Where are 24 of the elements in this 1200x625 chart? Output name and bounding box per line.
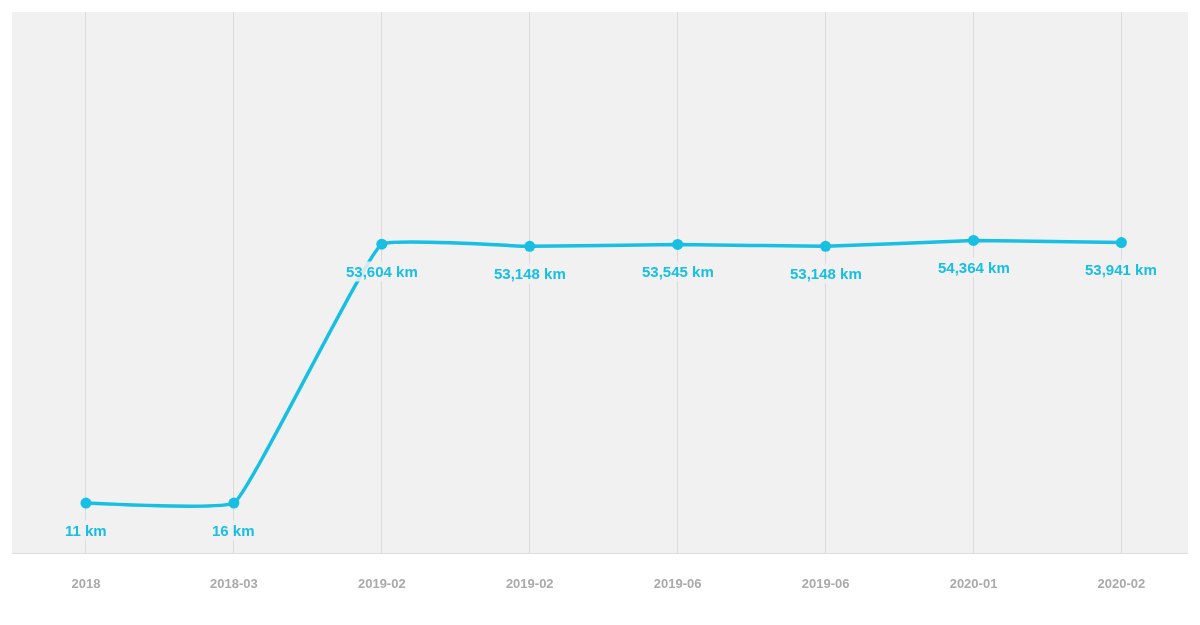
x-tick-label: 2019-06 — [801, 575, 850, 591]
data-label: 16 km — [212, 522, 255, 539]
data-label: 53,148 km — [494, 265, 566, 282]
x-tick-label: 2019-02 — [357, 575, 406, 591]
x-tick-label: 2018 — [71, 575, 101, 591]
point — [672, 238, 684, 250]
point — [376, 238, 388, 250]
data-label: 11 km — [65, 522, 107, 539]
data-label: 53,148 km — [790, 265, 862, 282]
x-tick-label: 2020-01 — [949, 575, 998, 591]
data-label: 53,941 km — [1085, 261, 1157, 278]
point — [820, 240, 832, 252]
x-tick-label: 2019-02 — [505, 575, 554, 591]
point — [1115, 237, 1127, 249]
point — [228, 497, 240, 509]
x-tick-label: 2018-03 — [210, 575, 258, 591]
x-tick-label: 2019-06 — [653, 575, 702, 591]
data-label: 54,364 km — [938, 259, 1010, 276]
data-label: 53,545 km — [642, 263, 714, 280]
point — [80, 497, 92, 509]
x-tick-label: 2020-02 — [1097, 575, 1146, 591]
point — [524, 240, 536, 252]
data-label: 53,604 km — [346, 263, 418, 280]
point — [968, 234, 980, 246]
